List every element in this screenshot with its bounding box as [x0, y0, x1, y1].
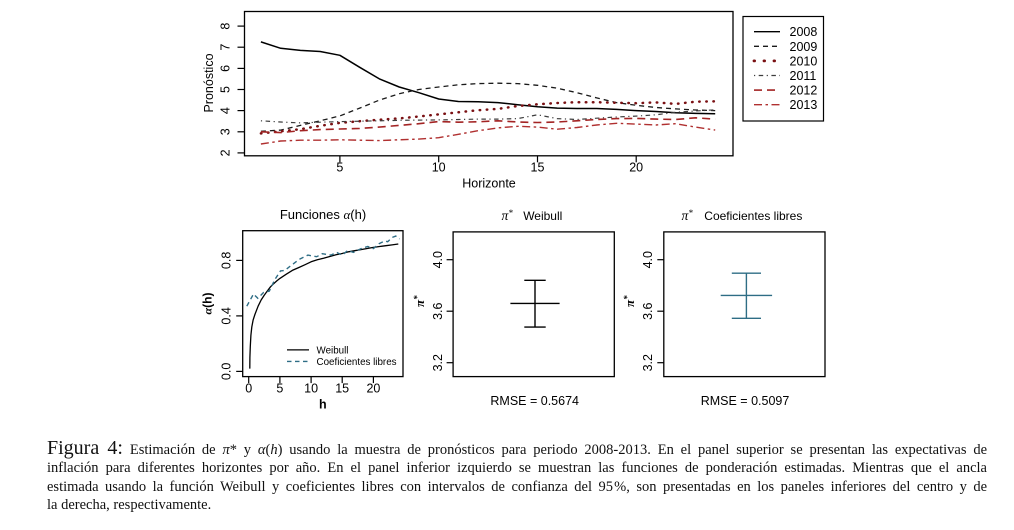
svg-text:10: 10: [304, 382, 318, 396]
svg-text:4.0: 4.0: [431, 251, 445, 268]
svg-text:2013: 2013: [790, 98, 818, 112]
svg-text:π*: π*: [622, 295, 637, 307]
svg-text:π*: π*: [412, 295, 427, 307]
svg-text:3.2: 3.2: [641, 354, 655, 371]
svg-text:α(h): α(h): [201, 293, 215, 315]
svg-text:0: 0: [245, 382, 252, 396]
svg-text:h: h: [319, 398, 327, 412]
svg-text:10: 10: [432, 161, 446, 175]
svg-text:Pronóstico: Pronóstico: [202, 53, 216, 112]
svg-text:2008: 2008: [790, 25, 818, 39]
svg-text:5: 5: [218, 86, 232, 93]
svg-text:4: 4: [218, 107, 232, 114]
svg-text:Coeficientes libres: Coeficientes libres: [317, 357, 397, 368]
svg-text:π*: π*: [502, 208, 514, 223]
svg-text:8: 8: [218, 23, 232, 30]
svg-text:2: 2: [218, 149, 232, 156]
svg-text:20: 20: [366, 382, 380, 396]
svg-text:Coeficientes libres: Coeficientes libres: [704, 209, 802, 223]
svg-text:RMSE = 0.5674: RMSE = 0.5674: [490, 394, 579, 408]
svg-text:20: 20: [629, 161, 643, 175]
svg-text:0.0: 0.0: [219, 363, 233, 380]
svg-text:2012: 2012: [790, 84, 818, 98]
svg-text:Weibull: Weibull: [317, 346, 349, 357]
svg-text:3: 3: [218, 128, 232, 135]
svg-text:2011: 2011: [790, 69, 817, 83]
svg-text:15: 15: [531, 161, 545, 175]
svg-text:0.4: 0.4: [219, 307, 233, 324]
svg-text:3.2: 3.2: [431, 354, 445, 371]
svg-text:RMSE = 0.5097: RMSE = 0.5097: [701, 394, 790, 408]
svg-text:15: 15: [335, 382, 349, 396]
svg-text:0.8: 0.8: [219, 252, 233, 269]
svg-text:4.0: 4.0: [641, 251, 655, 268]
svg-text:5: 5: [336, 161, 343, 175]
svg-text:7: 7: [218, 44, 232, 51]
svg-text:Weibull: Weibull: [523, 209, 562, 223]
svg-text:2009: 2009: [790, 40, 818, 54]
svg-text:2010: 2010: [790, 54, 818, 68]
svg-text:π*: π*: [682, 208, 694, 223]
svg-text:Horizonte: Horizonte: [462, 177, 516, 191]
svg-text:Funciones α(h): Funciones α(h): [280, 207, 366, 222]
svg-text:3.6: 3.6: [431, 302, 445, 319]
svg-text:5: 5: [276, 382, 283, 396]
svg-text:6: 6: [218, 65, 232, 72]
svg-text:3.6: 3.6: [641, 302, 655, 319]
